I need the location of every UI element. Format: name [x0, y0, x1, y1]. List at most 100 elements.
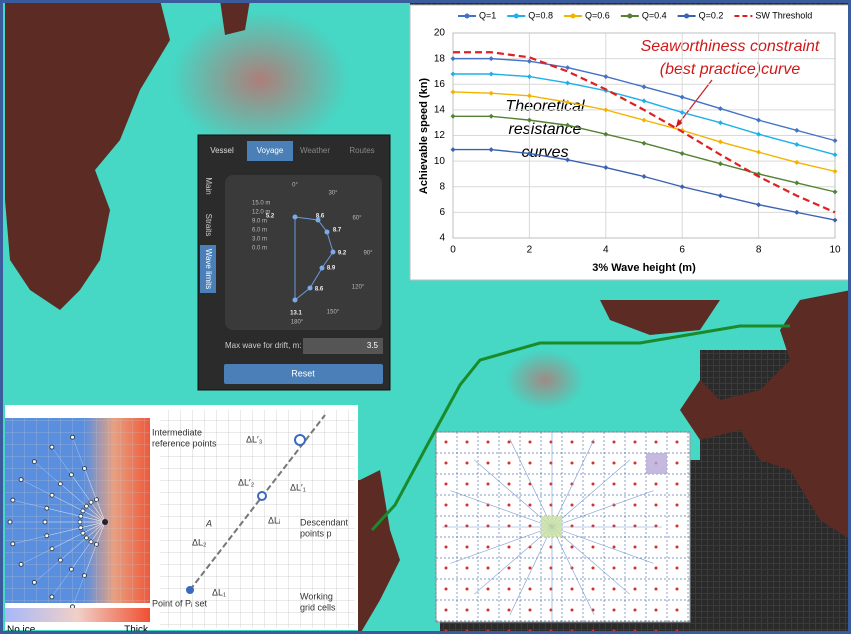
vessel-panel: Vessel Voyage Weather Routes Main Strait…: [197, 134, 391, 391]
cell-dot: [507, 608, 511, 612]
y-axis-label: Achievable speed (kn): [418, 78, 430, 194]
point: [565, 65, 571, 71]
cell-dot: [465, 608, 469, 612]
point: [756, 149, 762, 155]
search-ray: [551, 526, 654, 564]
label: Point of Pᵢ set: [152, 598, 207, 608]
point: [794, 127, 800, 133]
route: [370, 324, 790, 532]
cell-dot: [675, 545, 679, 549]
active-side-tab[interactable]: [200, 245, 216, 293]
tab[interactable]: Weather: [300, 146, 330, 155]
label: grid cells: [300, 602, 336, 612]
cell-dot: [633, 545, 637, 549]
label: reference points: [152, 438, 217, 448]
side-tab[interactable]: Wave limits: [204, 249, 213, 290]
x-tick-label: 8: [756, 245, 762, 256]
search-ray: [509, 439, 553, 528]
arrow-head: [676, 119, 683, 127]
cell-dot: [486, 566, 490, 570]
search-ray: [551, 439, 595, 528]
point: [488, 71, 494, 77]
search-ray: [450, 490, 553, 528]
y-tick-label: 20: [434, 28, 446, 39]
annotation: curves: [521, 144, 568, 161]
cell-dot: [633, 503, 637, 507]
active-tab[interactable]: [247, 141, 293, 161]
side-tab[interactable]: Main: [204, 177, 213, 194]
point: [565, 122, 571, 128]
angle-label: A: [205, 518, 212, 528]
point: [603, 165, 609, 171]
search-ray: [450, 526, 553, 564]
search-grid: [435, 431, 690, 633]
polar-scale: 6.0 m: [252, 228, 267, 234]
search-ray: [551, 526, 595, 615]
polar-point: [307, 285, 313, 291]
cell-dot: [465, 482, 469, 486]
cell-dot: [570, 503, 574, 507]
series-line: [453, 51, 836, 214]
plot-frame: [452, 32, 836, 239]
cell-dot: [486, 545, 490, 549]
point: [717, 193, 723, 199]
cell-dot: [507, 545, 511, 549]
cell-dot: [591, 587, 595, 591]
cell-dot: [528, 587, 532, 591]
legend-marker: [464, 13, 470, 19]
polar-point: [315, 217, 321, 223]
cell-dot: [612, 461, 616, 465]
cell-dot: [633, 587, 637, 591]
cell-dot: [633, 566, 637, 570]
point: [794, 209, 800, 215]
reset-label[interactable]: Reset: [291, 368, 315, 378]
cell-dot: [654, 482, 658, 486]
point: [717, 106, 723, 112]
point: [756, 131, 762, 137]
cell-dot: [507, 587, 511, 591]
cell-dot: [570, 608, 574, 612]
tab[interactable]: Voyage: [257, 146, 284, 155]
reset-button[interactable]: [224, 364, 383, 384]
input-value[interactable]: 3.5: [367, 341, 379, 350]
polar-point: [292, 214, 298, 220]
cell-dot: [486, 440, 490, 444]
cell-dot: [528, 608, 532, 612]
input-label: Max wave for drift, m:: [225, 341, 301, 350]
fan-ray: [72, 521, 106, 607]
polar-angle: 150°: [327, 310, 340, 316]
point: [832, 152, 838, 158]
cell-dot: [633, 440, 637, 444]
legend-label: Q=1: [479, 10, 496, 20]
side-tab[interactable]: Straits: [204, 214, 213, 237]
point: [641, 140, 647, 146]
tab[interactable]: Routes: [349, 146, 374, 155]
target-cell: [541, 516, 562, 537]
point: [794, 159, 800, 165]
cell-dot: [444, 440, 448, 444]
polar-scale: 3.0 m: [252, 237, 267, 243]
point: [565, 80, 571, 86]
fan-ray: [12, 521, 106, 545]
point: [641, 117, 647, 123]
point: [526, 58, 532, 64]
point: [603, 74, 609, 80]
cell-dot: [633, 482, 637, 486]
land: [5, 0, 170, 310]
point: [832, 168, 838, 174]
point: [488, 147, 494, 153]
fan-point: [10, 541, 16, 547]
input-box[interactable]: [303, 338, 383, 354]
legend-label: Q=0.6: [585, 10, 610, 20]
colorbar-label: Thick: [124, 625, 149, 634]
cell-dot: [654, 608, 658, 612]
cell-dot: [675, 608, 679, 612]
cell-dot: [654, 545, 658, 549]
polar-value: 13.1: [290, 311, 302, 317]
polar-angle: 0°: [292, 183, 298, 189]
tab[interactable]: Vessel: [210, 146, 234, 155]
x-tick-label: 0: [450, 245, 456, 256]
y-tick-label: 16: [434, 79, 446, 90]
point: [450, 71, 456, 77]
